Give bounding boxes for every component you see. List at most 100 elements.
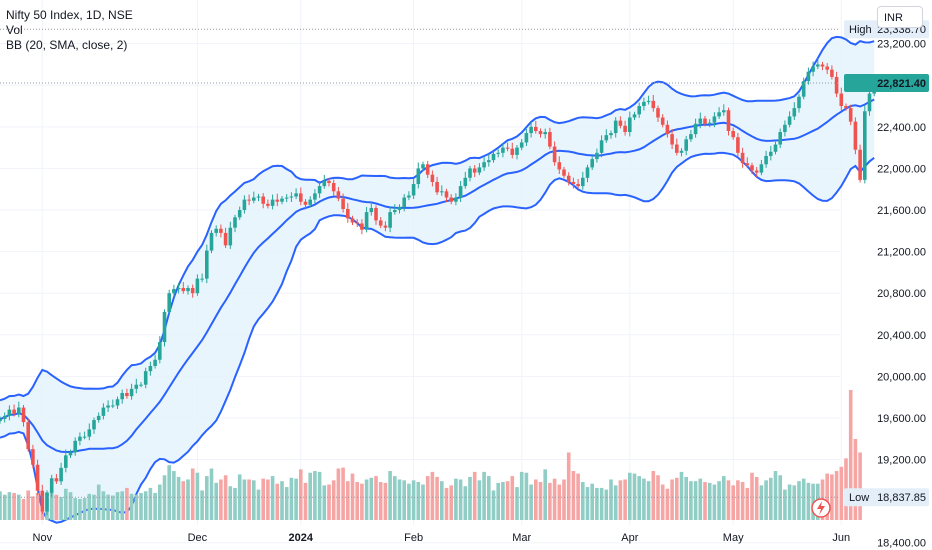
candle-body: [186, 287, 190, 292]
time-tick-label: Feb: [404, 532, 423, 544]
event-marker[interactable]: [811, 498, 831, 518]
volume-bar: [642, 478, 646, 520]
volume-bar: [440, 481, 444, 520]
volume-bar: [153, 492, 157, 520]
volume-bar: [411, 480, 416, 520]
volume-bar: [707, 482, 712, 520]
volume-bar: [543, 469, 547, 520]
candle-body: [679, 150, 684, 153]
candle-body: [421, 164, 425, 169]
candle-body: [341, 198, 345, 209]
candle-body: [477, 167, 482, 173]
candle-body: [275, 199, 280, 202]
volume-bar: [360, 483, 364, 520]
candle-body: [595, 152, 599, 160]
volume-bar: [167, 465, 171, 520]
candle-body: [120, 393, 124, 400]
candle-body: [425, 164, 430, 175]
candle-body: [181, 287, 186, 292]
volume-bar: [336, 468, 341, 520]
volume-bar: [317, 471, 322, 520]
volume-bar: [505, 481, 510, 520]
volume-bar: [562, 479, 566, 520]
candle-body: [839, 93, 844, 107]
volume-bar: [566, 452, 571, 520]
volume-bar: [186, 479, 190, 520]
volume-bar: [289, 477, 294, 520]
volume-bars: [0, 390, 862, 520]
volume-bar: [205, 476, 209, 520]
volume-bar: [393, 476, 397, 520]
candle-body: [303, 201, 308, 205]
volume-bar: [190, 468, 195, 520]
volume-bar: [327, 484, 331, 520]
candle-body: [402, 197, 406, 207]
volume-bar: [96, 484, 101, 520]
volume-bar: [129, 493, 134, 520]
volume-bar: [482, 471, 486, 520]
volume-bar: [557, 484, 562, 520]
volume-bar: [468, 476, 472, 520]
volume-bar: [364, 479, 369, 520]
price-axis[interactable]: 23,200.0022,800.0022,400.0022,000.0021,6…: [877, 39, 926, 550]
candle-body: [270, 199, 275, 206]
candle-body: [543, 132, 547, 135]
candle-body: [656, 108, 660, 118]
candle-body: [665, 124, 670, 135]
volume-bar: [299, 469, 303, 520]
candle-body: [440, 191, 444, 193]
volume-bar: [717, 481, 721, 520]
band-fill: [0, 36, 875, 523]
volume-bar: [200, 490, 204, 520]
volume-bar: [125, 487, 129, 520]
volume-bar: [646, 481, 651, 520]
candle-body: [78, 436, 82, 441]
candle-body: [54, 478, 59, 482]
candle-body: [148, 365, 153, 372]
candle-body: [830, 69, 834, 77]
volume-indicator-label[interactable]: Vol: [6, 23, 23, 37]
price-tick-label: 18,400.00: [877, 538, 926, 550]
candle-body: [134, 384, 139, 389]
volume-bar: [7, 492, 12, 520]
volume-bar: [49, 491, 54, 520]
candle-body: [252, 197, 256, 201]
candle-body: [256, 196, 261, 198]
volume-bar: [731, 485, 735, 520]
low-tag-bg: [844, 488, 929, 507]
candle-body: [82, 436, 87, 438]
candle-body: [632, 114, 637, 118]
candle-body: [289, 196, 294, 198]
volume-bar: [519, 471, 524, 520]
volume-bar: [2, 494, 7, 520]
volume-bar: [510, 476, 515, 520]
candle-body: [68, 452, 73, 456]
time-tick-label: Apr: [621, 532, 638, 544]
candle-body: [515, 147, 519, 155]
candle-body: [759, 164, 764, 173]
bollinger-indicator-label[interactable]: BB (20, SMA, close, 2): [6, 38, 128, 52]
symbol-title[interactable]: Nifty 50 Index, 1D, NSE: [6, 8, 133, 22]
volume-bar: [275, 483, 280, 520]
candle-body: [581, 177, 585, 187]
candle-body: [660, 117, 665, 125]
price-tick-label: 23,200.00: [877, 39, 926, 51]
time-axis[interactable]: Nov Dec 2024 Feb Mar Apr May Jun: [33, 532, 851, 544]
candle-body: [773, 144, 778, 152]
candle-body: [599, 140, 604, 153]
volume-bar: [491, 490, 496, 520]
last-price-tag-bg: [844, 74, 929, 93]
volume-bar: [294, 478, 298, 520]
volume-bar: [322, 485, 327, 520]
currency-button[interactable]: INR: [877, 6, 923, 28]
volume-bar: [195, 472, 200, 520]
chart-legend: Nifty 50 Index, 1D, NSE Vol BB (20, SMA,…: [6, 8, 133, 53]
time-tick-label: May: [723, 532, 744, 544]
volume-bar: [773, 471, 778, 520]
volume-bar: [214, 482, 218, 520]
candle-body: [209, 232, 214, 251]
volume-bar: [477, 480, 482, 520]
volume-bar: [538, 482, 543, 520]
volume-bar: [689, 481, 693, 520]
